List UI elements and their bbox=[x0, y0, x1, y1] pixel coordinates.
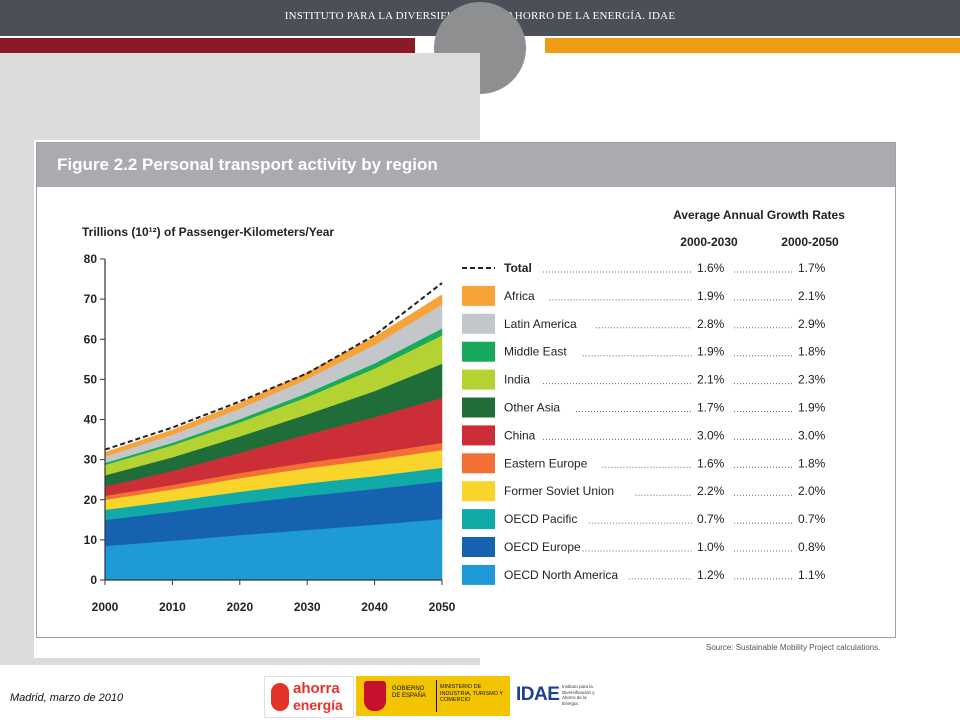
legend-label: Total bbox=[504, 261, 532, 275]
legend-rate-2030: 1.2% bbox=[697, 568, 725, 582]
legend-swatch bbox=[462, 537, 495, 557]
rate-header-2050: 2000-2050 bbox=[781, 235, 839, 249]
logo-divider bbox=[436, 680, 437, 712]
y-tick-label: 20 bbox=[84, 493, 98, 507]
gobierno-text: GOBIERNO DE ESPAÑA bbox=[392, 686, 426, 699]
x-tick-label: 2020 bbox=[226, 600, 253, 614]
legend-rate-2050: 3.0% bbox=[798, 428, 826, 442]
idae-logo-subtext: Instituto para la Diversificación y Ahor… bbox=[562, 684, 595, 706]
ahorra-logo-line1: ahorra bbox=[293, 680, 340, 697]
legend-rate-2050: 1.1% bbox=[798, 568, 826, 582]
y-tick-label: 30 bbox=[84, 453, 98, 467]
legend-swatch bbox=[462, 369, 495, 390]
y-tick-label: 40 bbox=[84, 413, 98, 427]
legend-rate-2050: 2.9% bbox=[798, 317, 826, 331]
ahorra-logo-line2: energía bbox=[293, 697, 343, 713]
total-dashed-line bbox=[104, 282, 443, 451]
legend-rate-2050: 2.1% bbox=[798, 289, 826, 303]
legend-swatch bbox=[462, 285, 495, 306]
figure-title-band: Figure 2.2 Personal transport activity b… bbox=[37, 143, 895, 187]
legend-swatch bbox=[462, 564, 495, 585]
gobierno-ministerio-logo: GOBIERNO DE ESPAÑA MINISTERIO DE INDUSTR… bbox=[356, 676, 510, 716]
legend-rate-2050: 0.8% bbox=[798, 540, 826, 554]
x-tick-label: 2000 bbox=[92, 600, 119, 614]
area-africa bbox=[104, 294, 443, 457]
y-tick-label: 70 bbox=[84, 292, 98, 306]
y-tick-label: 50 bbox=[84, 372, 98, 386]
y-tick-label: 10 bbox=[84, 533, 98, 547]
legend-title: Average Annual Growth Rates bbox=[673, 208, 845, 222]
y-tick-label: 60 bbox=[84, 332, 98, 346]
legend-rate-2050: 1.8% bbox=[798, 456, 826, 470]
legend-label: Africa bbox=[504, 289, 535, 303]
legend-rate-2030: 0.7% bbox=[697, 512, 725, 526]
y-tick-label: 80 bbox=[84, 252, 98, 266]
legend-label: OECD North America bbox=[504, 568, 618, 582]
idae-logo: IDAE Instituto para la Diversificación y… bbox=[514, 676, 604, 716]
legend-label: Middle East bbox=[504, 345, 567, 359]
legend-swatch bbox=[462, 509, 495, 530]
legend-swatch bbox=[462, 313, 495, 334]
legend-rate-2050: 0.7% bbox=[798, 512, 826, 526]
y-axis-label: Trillions (10¹²) of Passenger-Kilometers… bbox=[82, 225, 334, 239]
legend-rate-2030: 2.8% bbox=[697, 317, 725, 331]
legend-rate-2030: 2.1% bbox=[697, 373, 725, 387]
figure-border bbox=[36, 142, 896, 638]
hand-icon bbox=[271, 683, 289, 711]
legend-rate-2050: 2.3% bbox=[798, 373, 826, 387]
legend-label: Latin America bbox=[504, 317, 577, 331]
x-tick-label: 2040 bbox=[361, 600, 388, 614]
figure-source: Source: Sustainable Mobility Project cal… bbox=[706, 643, 881, 652]
rate-header-2030: 2000-2030 bbox=[680, 235, 738, 249]
coat-of-arms-icon bbox=[364, 681, 386, 711]
legend-rate-2030: 1.9% bbox=[697, 289, 725, 303]
x-tick-label: 2010 bbox=[159, 600, 186, 614]
legend-label: India bbox=[504, 373, 530, 387]
ahorra-energia-logo: ahorra energía bbox=[264, 676, 354, 718]
legend-label: Other Asia bbox=[504, 401, 560, 415]
legend-rate-2030: 1.9% bbox=[697, 345, 725, 359]
ministerio-text: MINISTERIO DE INDUSTRIA, TURISMO Y COMER… bbox=[440, 684, 503, 703]
legend-rate-2050: 2.0% bbox=[798, 484, 826, 498]
idae-logo-text: IDAE bbox=[516, 684, 560, 705]
y-tick-label: 0 bbox=[90, 573, 97, 587]
x-tick-label: 2030 bbox=[294, 600, 321, 614]
legend-rate-2050: 1.7% bbox=[798, 261, 826, 275]
legend-swatch bbox=[462, 481, 495, 502]
legend-swatch bbox=[462, 453, 495, 474]
legend-rate-2030: 3.0% bbox=[697, 428, 725, 442]
header-stripe-red bbox=[0, 38, 415, 53]
legend-swatch bbox=[462, 397, 495, 418]
legend-label: OECD Pacific bbox=[504, 512, 577, 526]
legend-swatch bbox=[462, 425, 495, 446]
legend-rate-2050: 1.8% bbox=[798, 345, 826, 359]
presentation-date: Madrid, marzo de 2010 bbox=[10, 692, 124, 704]
legend-rate-2030: 2.2% bbox=[697, 484, 725, 498]
legend-label: China bbox=[504, 428, 536, 442]
legend-label: OECD Europe bbox=[504, 540, 581, 554]
legend-rate-2050: 1.9% bbox=[798, 401, 826, 415]
legend-label: Former Soviet Union bbox=[504, 484, 614, 498]
legend-rate-2030: 1.0% bbox=[697, 540, 725, 554]
figure-title: Figure 2.2 Personal transport activity b… bbox=[57, 155, 438, 174]
legend-rate-2030: 1.7% bbox=[697, 401, 725, 415]
x-tick-label: 2050 bbox=[429, 600, 456, 614]
legend-rate-2030: 1.6% bbox=[697, 261, 725, 275]
legend-rate-2030: 1.6% bbox=[697, 456, 725, 470]
legend-swatch bbox=[462, 341, 495, 362]
header-stripe-orange bbox=[545, 38, 960, 53]
legend-label: Eastern Europe bbox=[504, 456, 588, 470]
